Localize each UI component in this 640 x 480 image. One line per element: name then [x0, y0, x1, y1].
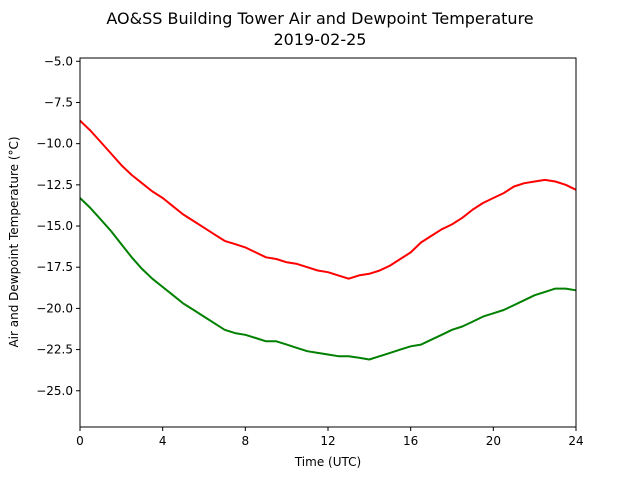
y-tick-label: −12.5 — [36, 178, 73, 192]
y-tick-label: −15.0 — [36, 219, 73, 233]
y-tick-label: −5.0 — [44, 54, 73, 68]
chart-title: AO&SS Building Tower Air and Dewpoint Te… — [106, 9, 533, 28]
series-line-green — [79, 197, 577, 361]
y-tick-label: −22.5 — [36, 343, 73, 357]
x-tick-label: 20 — [486, 434, 501, 448]
y-tick-label: −7.5 — [44, 95, 73, 109]
x-tick-label: 4 — [159, 434, 167, 448]
x-tick-label: 16 — [403, 434, 418, 448]
x-tick-label: 0 — [76, 434, 84, 448]
plot-frame — [79, 57, 577, 428]
y-tick-label: −20.0 — [36, 301, 73, 315]
x-tick-label: 12 — [320, 434, 335, 448]
series-line-red — [79, 119, 577, 280]
tick-layer: 0 4 8 12 16 20 24 −5.0 −7.5 −10.0 −12.5 −15.0 −17.5 −… — [36, 54, 583, 448]
x-tick-label: 8 — [242, 434, 250, 448]
x-tick-label: 24 — [568, 434, 583, 448]
y-axis-label: Air and Dewpoint Temperature (°C) — [7, 136, 21, 347]
y-tick-label: −25.0 — [36, 384, 73, 398]
x-axis-label: Time (UTC) — [294, 455, 361, 469]
series-layer — [79, 119, 577, 361]
y-tick-label: −10.0 — [36, 137, 73, 151]
y-tick-label: −17.5 — [36, 260, 73, 274]
chart-subtitle: 2019-02-25 — [274, 30, 367, 49]
